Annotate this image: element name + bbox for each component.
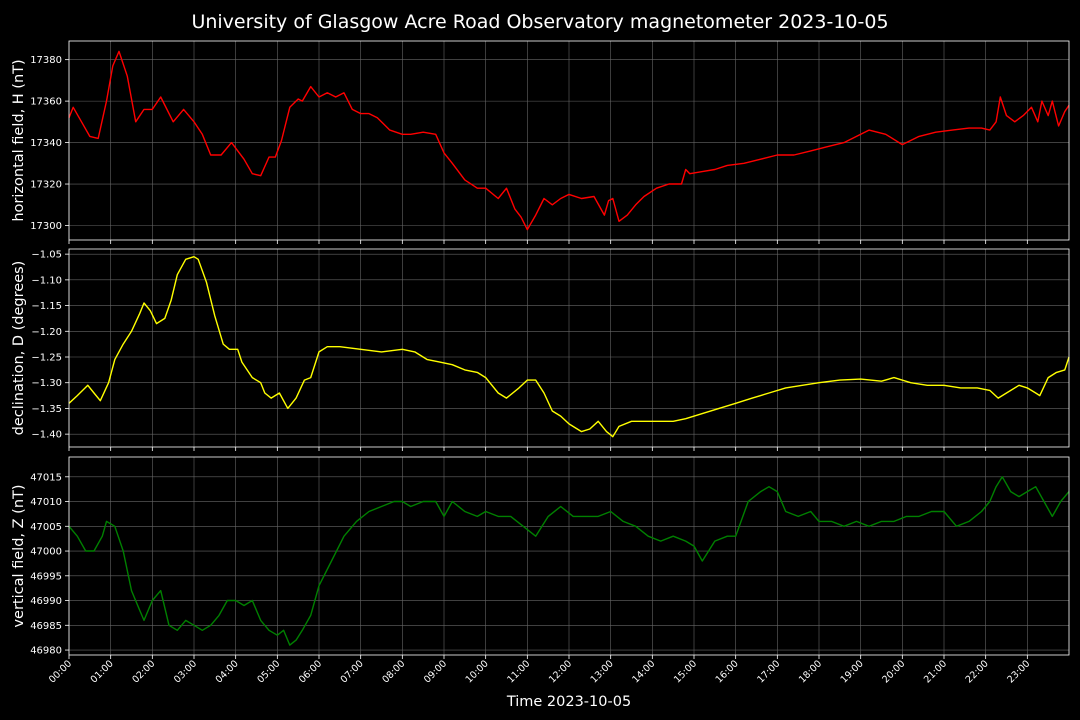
h-field-axes-frame bbox=[68, 40, 1070, 241]
declination-axes-frame bbox=[68, 248, 1070, 448]
figure-title: University of Glasgow Acre Road Observat… bbox=[191, 11, 888, 33]
declination-ytick-label: −1.15 bbox=[31, 301, 62, 312]
declination-ytick-label: −1.35 bbox=[31, 404, 62, 415]
declination-series-line bbox=[68, 256, 1070, 438]
declination-ytick-label: −1.05 bbox=[31, 250, 62, 261]
z-field-ytick-label: 46985 bbox=[30, 621, 62, 632]
declination-ytick-label: −1.10 bbox=[31, 275, 62, 286]
z-field-series-line bbox=[68, 476, 1070, 646]
h-field-ytick-label: 17300 bbox=[30, 221, 62, 232]
z-field-ytick-label: 47010 bbox=[30, 497, 62, 508]
h-field-ylabel: horizontal field, H (nT) bbox=[11, 59, 27, 221]
h-field-ytick-label: 17360 bbox=[30, 97, 62, 108]
declination-ytick-label: −1.30 bbox=[31, 378, 62, 389]
h-field-series-line bbox=[68, 50, 1070, 231]
z-field-ytick-label: 47015 bbox=[30, 472, 62, 483]
z-field-ytick-label: 46995 bbox=[30, 571, 62, 582]
declination-ytick-label: −1.40 bbox=[31, 430, 62, 441]
h-field-ytick-label: 17340 bbox=[30, 138, 62, 149]
declination-panel: −1.40 −1.35 −1.30 −1.25 −1.20 −1.15 −1.10 −1.05… bbox=[11, 248, 1070, 451]
z-field-axes-frame bbox=[68, 456, 1070, 656]
z-field-ytick-label: 47000 bbox=[30, 547, 62, 558]
z-field-ytick-label: 46990 bbox=[30, 596, 62, 607]
declination-ytick-label: −1.25 bbox=[31, 353, 62, 364]
declination-ytick-label: −1.20 bbox=[31, 327, 62, 338]
h-field-ytick-label: 17320 bbox=[30, 180, 62, 191]
declination-ylabel: declination, D (degrees) bbox=[11, 261, 27, 436]
h-field-ytick-label: 17380 bbox=[30, 55, 62, 66]
time-axis-label: Time 2023-10-05 bbox=[506, 694, 631, 710]
z-field-ytick-label: 47005 bbox=[30, 522, 62, 533]
z-field-ytick-label: 46980 bbox=[30, 646, 62, 657]
z-field-ylabel: vertical field, Z (nT) bbox=[11, 484, 27, 627]
